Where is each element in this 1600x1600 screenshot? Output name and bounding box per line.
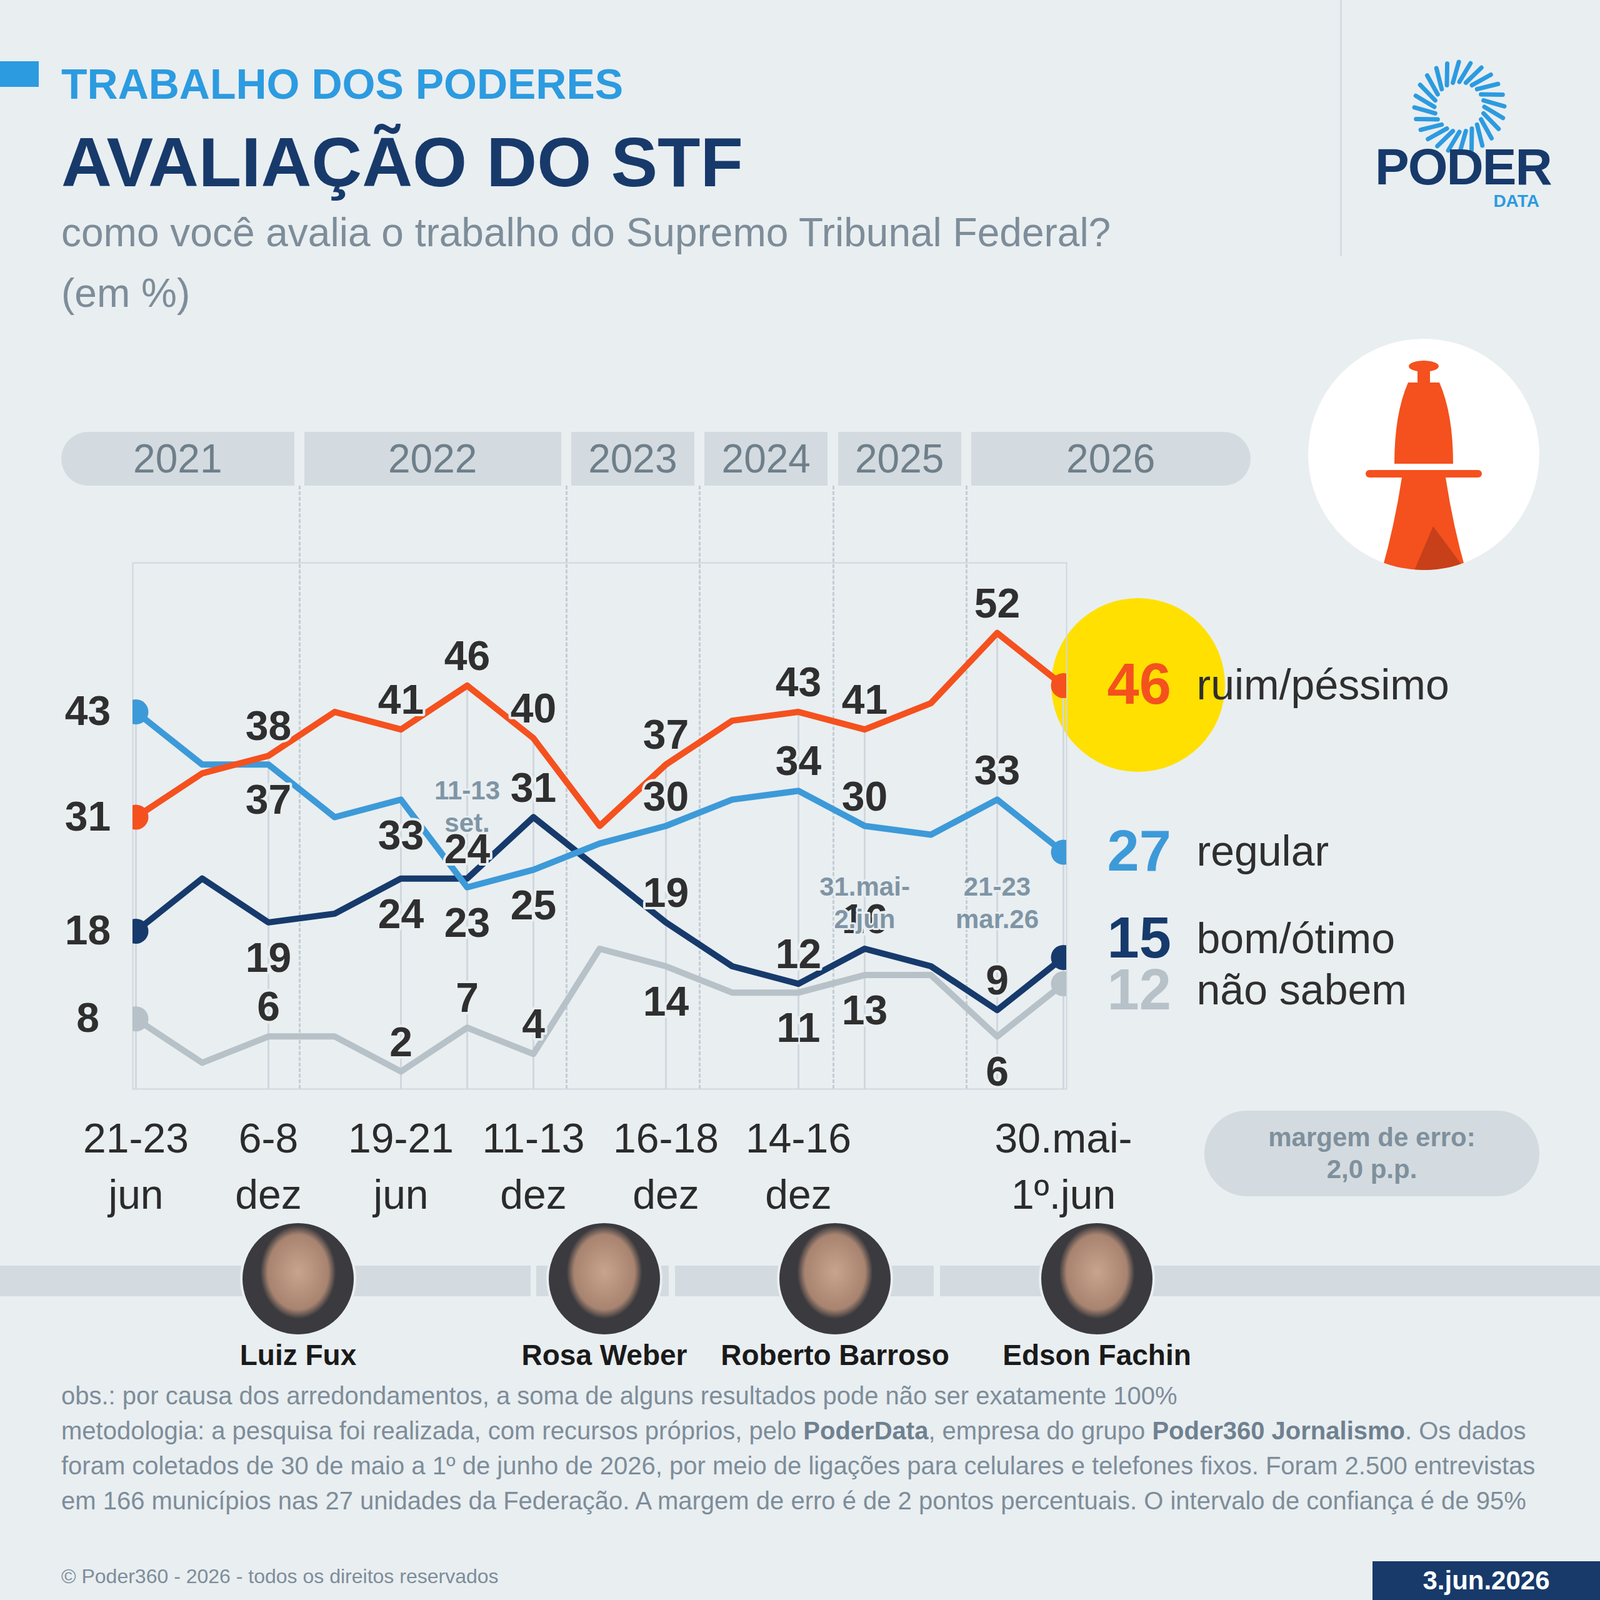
svg-text:46: 46 [444, 632, 490, 679]
svg-text:37: 37 [643, 711, 689, 758]
svg-text:6: 6 [985, 1048, 1009, 1095]
svg-text:bom/ótimo: bom/ótimo [1196, 914, 1395, 962]
svg-text:2: 2 [389, 1018, 413, 1065]
svg-text:24: 24 [444, 825, 491, 872]
svg-text:30.mai-1º.jun: 30.mai-1º.jun [994, 1115, 1132, 1218]
html-text:DATA: DATA [1493, 191, 1540, 211]
svg-text:52: 52 [974, 580, 1020, 627]
svg-text:31: 31 [510, 764, 557, 811]
svg-text:30: 30 [841, 773, 888, 820]
svg-text:19-21jun: 19-21jun [348, 1115, 454, 1218]
svg-text:11-13dez: 11-13dez [482, 1115, 585, 1218]
svg-text:18: 18 [65, 906, 111, 954]
html-text:2025: 2025 [855, 436, 944, 482]
html-text:© Poder360 - 2026 - todos os d: © Poder360 - 2026 - todos os direitos re… [61, 1565, 499, 1588]
svg-text:11: 11 [776, 1004, 821, 1051]
html-text:2023: 2023 [588, 436, 678, 482]
html-text:3.jun.2026: 3.jun.2026 [1422, 1565, 1550, 1595]
html-text:AVALIAÇÃO DO STF: AVALIAÇÃO DO STF [61, 123, 744, 202]
html-text:como você avalia o trabalho do: como você avalia o trabalho do Supremo T… [61, 210, 1111, 316]
svg-text:23: 23 [444, 899, 490, 946]
html-text:metodologia: a pesquisa foi re: metodologia: a pesquisa foi realizada, c… [61, 1416, 1536, 1515]
svg-text:41: 41 [841, 676, 888, 723]
svg-text:31.mai-2.jun: 31.mai-2.jun [819, 871, 910, 935]
svg-text:7: 7 [455, 974, 479, 1021]
svg-text:24: 24 [378, 890, 425, 937]
svg-text:43: 43 [65, 687, 111, 734]
html-text:2026: 2026 [1066, 436, 1156, 482]
svg-text:13: 13 [841, 986, 888, 1034]
svg-text:9: 9 [985, 956, 1009, 1004]
svg-text:27: 27 [1107, 818, 1172, 883]
svg-text:6: 6 [256, 983, 280, 1030]
svg-text:21-23jun: 21-23jun [83, 1115, 189, 1218]
svg-text:4: 4 [521, 1000, 545, 1047]
svg-text:8: 8 [76, 994, 100, 1041]
svg-text:19: 19 [643, 869, 689, 916]
svg-text:regular: regular [1196, 826, 1330, 875]
html-text:TRABALHO DOS PODERES: TRABALHO DOS PODERES [61, 60, 624, 108]
svg-text:30: 30 [643, 773, 689, 820]
svg-text:41: 41 [378, 676, 424, 723]
svg-text:46: 46 [1107, 651, 1172, 716]
svg-text:37: 37 [245, 776, 292, 823]
html-text:2024: 2024 [721, 436, 811, 482]
svg-text:33: 33 [378, 811, 424, 859]
html-text:PODER: PODER [1375, 138, 1551, 195]
svg-text:11-13set.: 11-13set. [434, 775, 500, 839]
svg-text:38: 38 [245, 702, 292, 749]
svg-text:43: 43 [775, 658, 822, 705]
html-text:Roberto Barroso: Roberto Barroso [720, 1338, 950, 1372]
svg-text:6-8dez: 6-8dez [235, 1115, 302, 1218]
svg-text:34: 34 [775, 737, 822, 784]
html-text:2021: 2021 [133, 436, 223, 482]
svg-text:12: 12 [1107, 957, 1172, 1022]
html-text:margem de erro: 2,0 p.p.: margem de erro: 2,0 p.p. [1268, 1122, 1476, 1184]
html-text:obs.: por causa dos arredondam: obs.: por causa dos arredondamentos, a s… [61, 1381, 1178, 1410]
svg-text:14: 14 [643, 978, 690, 1025]
svg-text:12: 12 [775, 930, 822, 977]
svg-text:não sabem: não sabem [1196, 965, 1407, 1014]
svg-text:31: 31 [65, 793, 111, 840]
svg-text:15: 15 [1107, 905, 1172, 970]
html-text:Luiz Fux: Luiz Fux [239, 1338, 357, 1372]
html-text:Edson Fachin: Edson Fachin [1002, 1338, 1192, 1372]
svg-text:16-18dez: 16-18dez [613, 1115, 719, 1218]
svg-text:14-16dez: 14-16dez [745, 1115, 852, 1218]
svg-text:40: 40 [510, 685, 557, 732]
svg-text:19: 19 [245, 934, 292, 981]
svg-text:33: 33 [974, 746, 1020, 794]
svg-text:16: 16 [841, 895, 888, 942]
html-text:Rosa Weber: Rosa Weber [521, 1338, 688, 1372]
svg-text:25: 25 [510, 881, 557, 929]
svg-text:ruim/péssimo: ruim/péssimo [1196, 660, 1450, 709]
svg-text:21-23mar.26: 21-23mar.26 [955, 871, 1039, 935]
html-text:2022: 2022 [388, 436, 478, 482]
